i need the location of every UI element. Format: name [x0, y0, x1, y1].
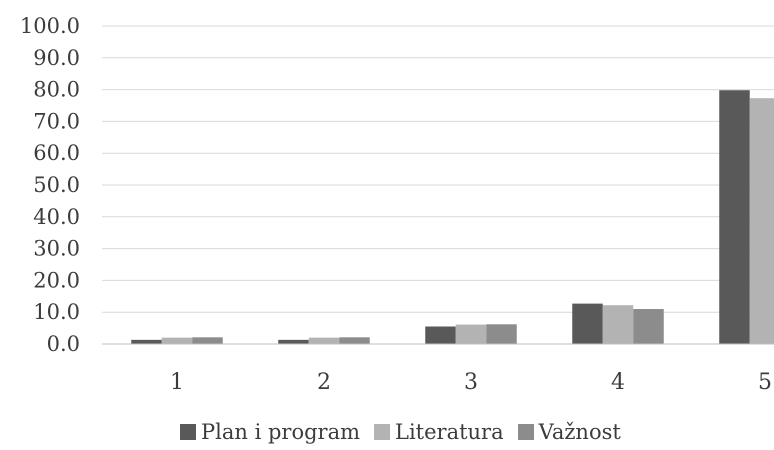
bar-literatura-5 — [749, 98, 774, 344]
bar-literatura-3 — [455, 324, 487, 344]
bar-plan-i-program-1 — [131, 339, 162, 344]
x-category-label: 4 — [611, 370, 625, 395]
x-category-label: 3 — [464, 370, 478, 395]
legend: Plan i program Literatura Važnost — [180, 420, 621, 444]
bars — [131, 90, 774, 345]
x-category-label: 5 — [758, 370, 772, 395]
bar-va-nost-3 — [486, 324, 517, 344]
gridlines — [102, 25, 774, 313]
bar-plan-i-program-2 — [278, 339, 309, 344]
y-tick-label: 20.0 — [33, 268, 80, 292]
bar-va-nost-1 — [192, 337, 223, 344]
bar-literatura-4 — [602, 305, 634, 344]
legend-item-plan-i-program: Plan i program — [180, 420, 360, 444]
legend-item-vaznost: Važnost — [517, 420, 621, 444]
y-tick-label: 80.0 — [33, 78, 80, 102]
y-tick-label: 50.0 — [33, 173, 80, 197]
bar-plan-i-program-5 — [719, 90, 750, 345]
bar-va-nost-4 — [633, 309, 664, 344]
y-axis-tick-labels: 0.0 10.0 20.0 30.0 40.0 50.0 60.0 70.0 80.0 90.0 1… — [20, 14, 80, 356]
x-category-label: 1 — [170, 370, 184, 395]
y-tick-label: 40.0 — [33, 205, 80, 229]
y-tick-label: 30.0 — [33, 237, 80, 261]
x-category-label: 2 — [317, 370, 331, 395]
legend-label-plan-i-program: Plan i program — [201, 420, 360, 444]
y-tick-label: 60.0 — [33, 141, 80, 165]
legend-swatch-vaznost — [517, 424, 534, 440]
legend-swatch-literatura — [374, 424, 390, 440]
legend-swatch-plan-i-program — [180, 424, 196, 440]
bar-plan-i-program-4 — [572, 303, 603, 344]
y-tick-label: 10.0 — [33, 300, 80, 324]
legend-label-vaznost: Važnost — [538, 420, 621, 444]
bar-literatura-2 — [308, 337, 340, 344]
bar-plan-i-program-3 — [425, 326, 456, 344]
bar-va-nost-2 — [339, 337, 370, 344]
x-axis-category-labels: 1 2 3 4 5 — [170, 370, 772, 395]
y-tick-label: 70.0 — [33, 109, 80, 133]
bar-literatura-1 — [161, 337, 193, 344]
y-tick-label: 100.0 — [20, 14, 80, 38]
y-tick-label: 0.0 — [47, 332, 80, 356]
legend-item-literatura: Literatura — [374, 420, 504, 444]
y-tick-label: 90.0 — [33, 46, 80, 70]
legend-label-literatura: Literatura — [395, 420, 504, 444]
